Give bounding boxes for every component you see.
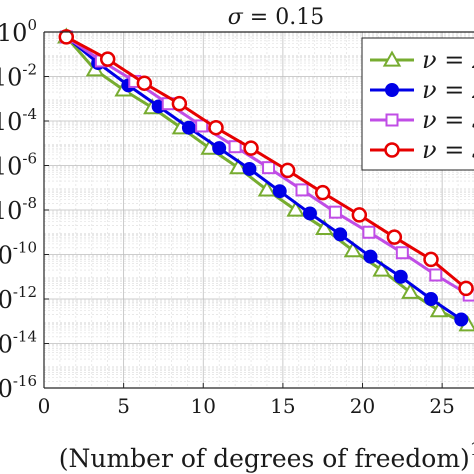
y-tick-exponent: 0 [27,16,37,34]
data-point-circle [333,227,348,242]
y-tick-label: 10-6 [0,150,37,181]
y-tick-exponent: -10 [13,239,37,257]
legend-label: ν = 2 [422,46,474,74]
y-tick-base: 10 [0,286,13,314]
data-point-open-circle [423,251,439,268]
x-axis-label-suffix: 1 [470,439,474,460]
legend-label: ν = 2 [422,76,474,104]
data-point-circle [363,249,378,264]
legend-entry-3: ν = 3 [370,106,474,134]
data-point-open-circle [99,51,116,67]
data-point-open-circle [279,162,296,179]
chart-title: σ = 0.15 [228,5,324,30]
y-tick-base: 10 [0,19,27,47]
data-point-open-circle [58,29,75,45]
data-point-square [195,119,209,133]
data-point-triangle [286,200,305,217]
data-point-square [385,113,399,127]
data-point-square [262,161,276,175]
y-tick-label: 10-2 [0,61,37,92]
data-point-square [362,225,376,239]
data-point-open-circle [136,75,153,91]
y-tick-exponent: -6 [22,150,37,168]
title-value: 0.15 [275,5,324,30]
series-4 [58,29,474,297]
y-tick-exponent: -8 [22,194,37,212]
data-point-circle [385,83,399,97]
y-tick-label: 100 [0,16,37,47]
series-layer [57,27,474,332]
x-tick-label: 25 [429,394,454,418]
y-tick-base: 10 [0,108,22,136]
legend: ν = 2ν = 2ν = 3ν = 3 [361,37,474,171]
y-tick-label: 10-16 [0,372,37,403]
data-point-triangle [429,301,449,318]
svg-text:σ = 0.15: σ = 0.15 [228,5,324,30]
legend-entry-1: ν = 2 [370,46,474,74]
y-tick-base: 10 [0,64,22,92]
x-tick-label: 5 [117,394,130,418]
data-point-circle [272,184,287,199]
title-symbol: σ [228,5,244,30]
y-tick-label: 10-12 [0,283,37,314]
x-tick-label: 0 [38,394,51,418]
data-point-circle [424,292,438,306]
legend-entry-2: ν = 2 [370,76,474,104]
data-point-open-circle [314,184,331,201]
x-axis-label: (Number of degrees of freedom)1 [59,439,474,473]
x-tick-labels: 0 5 10 15 20 25 [38,394,455,418]
y-tick-base: 10 [0,242,13,270]
x-axis-label-text: (Number of degrees of freedom) [59,444,470,473]
y-tick-base: 10 [0,197,22,225]
data-point-square [328,205,342,219]
data-point-open-circle [386,229,403,245]
data-point-square [395,246,409,260]
data-point-triangle [382,50,402,67]
y-tick-label: 10-4 [0,105,37,136]
y-tick-label: 10-14 [0,328,37,359]
data-point-triangle [343,241,363,258]
data-point-open-circle [458,280,474,297]
data-point-circle [302,206,317,221]
data-point-circle [212,141,227,156]
x-tick-label: 20 [350,394,375,418]
data-point-open-circle [171,95,188,112]
title-equals: = [243,5,275,30]
data-point-circle [393,269,408,284]
y-tick-exponent: -2 [22,61,37,79]
legend-label: ν = 3 [422,106,474,134]
data-point-square [295,183,309,197]
y-tick-labels: 10010-210-410-610-810-1010-1210-1410-16 [0,16,37,403]
data-point-circle [454,312,469,327]
data-point-circle [242,161,257,176]
data-point-open-circle [351,207,368,223]
y-tick-exponent: -12 [13,283,37,301]
data-point-open-circle [208,119,224,136]
y-tick-exponent: -16 [13,372,37,390]
data-point-circle [181,120,196,135]
x-tick-label: 15 [270,394,295,418]
x-tick-label: 10 [191,394,216,418]
data-point-triangle [401,282,420,299]
y-tick-base: 10 [0,153,22,181]
axes [43,31,474,389]
y-tick-exponent: -14 [13,328,37,346]
data-point-open-circle [384,142,400,158]
data-point-open-circle [243,140,259,156]
data-point-triangle [372,260,391,277]
data-point-triangle [257,180,277,197]
y-tick-label: 10-10 [0,239,37,270]
y-tick-exponent: -4 [22,105,37,123]
y-tick-label: 10-8 [0,194,37,225]
data-point-triangle [229,158,248,175]
data-point-square [228,140,242,154]
legend-entry-4: ν = 3 [370,136,474,164]
data-point-square [429,268,443,282]
y-tick-base: 10 [0,375,13,403]
y-tick-base: 10 [0,331,13,359]
legend-label: ν = 3 [422,136,474,164]
